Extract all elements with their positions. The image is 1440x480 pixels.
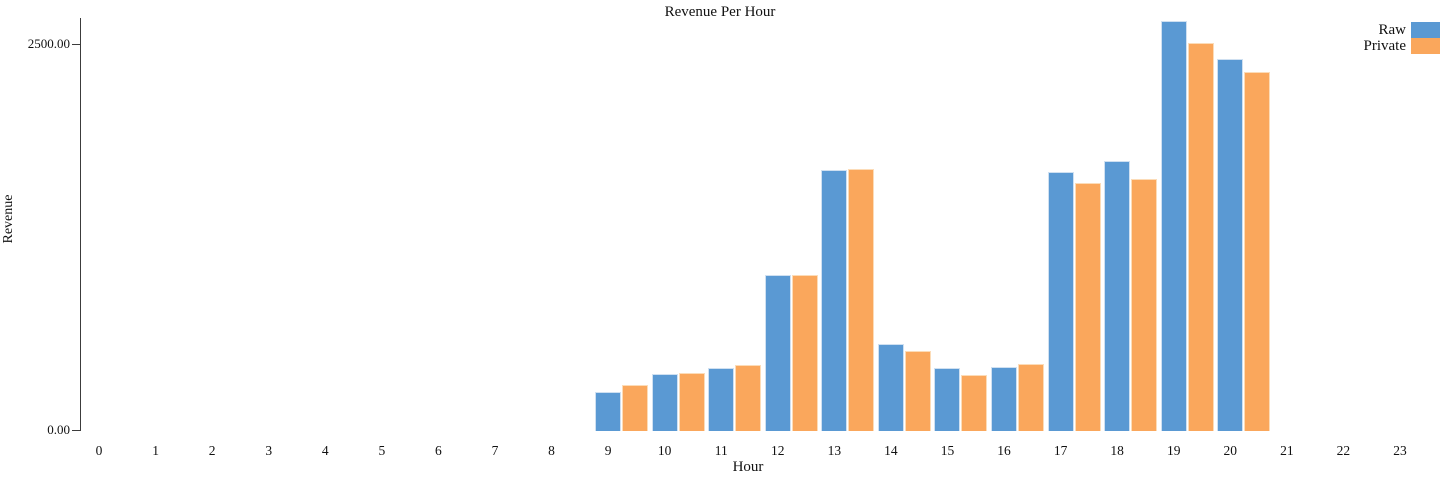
bar-raw-hour-15 — [934, 368, 961, 431]
x-tick-label-12: 12 — [771, 443, 785, 458]
x-tick-label-20: 20 — [1223, 443, 1238, 458]
x-tick-label-22: 22 — [1336, 443, 1351, 458]
x-tick-label-0: 0 — [95, 443, 103, 458]
legend-row-raw: Raw — [1364, 22, 1440, 38]
chart-title: Revenue Per Hour — [664, 4, 776, 20]
bar-raw-hour-19 — [1160, 21, 1187, 431]
bar-raw-hour-14 — [877, 344, 904, 431]
legend-label-raw: Raw — [1378, 22, 1407, 38]
bar-private-hour-18 — [1131, 179, 1158, 431]
y-tick-label-0: 0.00 — [47, 422, 70, 437]
legend-swatch-private-icon — [1411, 38, 1440, 54]
x-tick-label-7: 7 — [491, 443, 499, 458]
bar-raw-hour-17 — [1047, 172, 1074, 431]
x-tick-label-10: 10 — [657, 443, 672, 458]
bar-raw-hour-18 — [1104, 161, 1131, 431]
bar-raw-hour-12 — [764, 275, 791, 431]
y-tick-mark-2500 — [72, 44, 80, 45]
bar-private-hour-17 — [1074, 183, 1101, 431]
bar-private-hour-15 — [961, 375, 988, 431]
x-tick-label-18: 18 — [1110, 443, 1124, 458]
x-tick-label-4: 4 — [321, 443, 329, 458]
x-tick-label-5: 5 — [378, 443, 386, 458]
bar-private-hour-13 — [848, 169, 875, 431]
x-tick-label-1: 1 — [152, 443, 159, 458]
bar-private-hour-11 — [735, 365, 762, 431]
bar-private-hour-19 — [1187, 43, 1214, 431]
x-tick-label-8: 8 — [548, 443, 555, 458]
y-tick-label-2500: 2500.00 — [27, 36, 70, 51]
x-tick-label-15: 15 — [940, 443, 955, 458]
x-tick-label-17: 17 — [1053, 443, 1068, 458]
bar-raw-hour-16 — [991, 367, 1018, 431]
x-tick-label-13: 13 — [827, 443, 842, 458]
y-axis-line — [80, 18, 81, 431]
x-tick-label-3: 3 — [265, 443, 273, 458]
bar-private-hour-20 — [1244, 72, 1271, 431]
x-tick-label-2: 2 — [208, 443, 216, 458]
bar-private-hour-14 — [904, 351, 931, 431]
bar-raw-hour-11 — [708, 368, 735, 431]
x-tick-label-14: 14 — [884, 443, 898, 458]
x-axis-title: Hour — [732, 459, 764, 475]
bar-raw-hour-13 — [821, 170, 848, 431]
x-tick-label-9: 9 — [604, 443, 612, 458]
x-tick-label-6: 6 — [435, 443, 442, 458]
x-tick-label-23: 23 — [1393, 443, 1407, 458]
bar-private-hour-16 — [1018, 364, 1045, 431]
legend: Raw Private — [1364, 22, 1440, 54]
legend-label-private: Private — [1363, 38, 1407, 54]
bar-raw-hour-10 — [651, 374, 678, 431]
x-tick-label-21: 21 — [1280, 443, 1294, 458]
legend-row-private: Private — [1364, 38, 1440, 54]
x-tick-label-11: 11 — [714, 443, 728, 458]
bar-private-hour-12 — [791, 275, 818, 431]
x-tick-label-19: 19 — [1166, 443, 1181, 458]
legend-swatch-raw-icon — [1411, 22, 1440, 38]
bar-raw-hour-9 — [595, 392, 622, 431]
bar-private-hour-10 — [678, 373, 705, 431]
bar-private-hour-9 — [622, 385, 649, 431]
x-tick-label-16: 16 — [997, 443, 1011, 458]
y-tick-mark-0 — [72, 430, 80, 431]
bar-raw-hour-20 — [1217, 59, 1244, 431]
